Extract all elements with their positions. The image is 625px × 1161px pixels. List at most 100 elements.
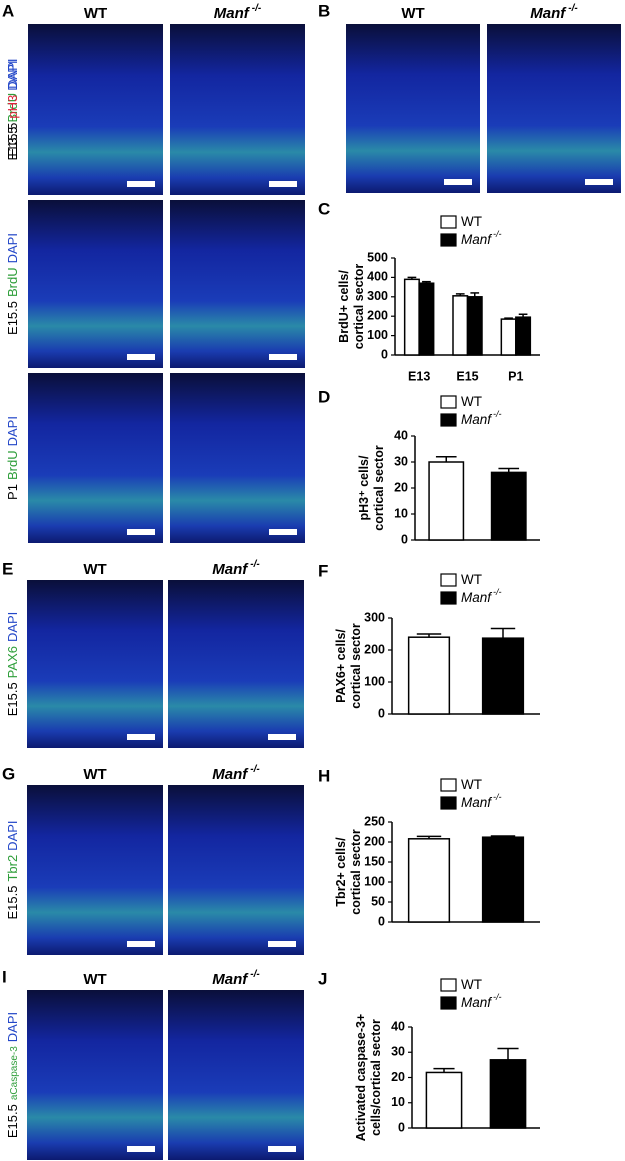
panel-letter: C <box>318 199 330 218</box>
scale-bar <box>268 734 296 740</box>
row-label: E15.5 Tbr2 DAPI <box>5 820 20 919</box>
y-tick-label: 200 <box>364 834 385 848</box>
y-axis-label: PAX6+ cells/cortical sector <box>334 623 363 709</box>
micrograph <box>168 990 304 1160</box>
bar <box>425 1071 463 1129</box>
legend-superscript: -/- <box>493 587 502 597</box>
bar <box>481 836 525 923</box>
bar <box>466 296 483 356</box>
y-axis-label-line: cells/cortical sector <box>369 1019 383 1136</box>
stage: E15.5 <box>5 682 20 716</box>
legend-swatch <box>440 573 457 587</box>
legend-superscript: -/- <box>493 992 502 1002</box>
panel-letter: I <box>2 967 7 986</box>
y-axis-label: Tbr2+ cells/cortical sector <box>334 829 363 915</box>
genotype: WT <box>83 766 106 783</box>
stain: DAPI <box>5 60 20 90</box>
legend-swatch <box>440 996 457 1010</box>
stain: DAPI <box>5 820 20 850</box>
genotype-superscript: -/- <box>250 764 260 775</box>
genotype-superscript: -/- <box>252 3 262 14</box>
marker: aCaspase-3 <box>9 1046 20 1100</box>
stage: E15.5 <box>5 301 20 335</box>
genotype-superscript: -/- <box>250 969 260 980</box>
micrograph <box>346 24 480 193</box>
bar <box>407 838 451 923</box>
y-axis-label: BrdU+ cells/cortical sector <box>337 264 366 350</box>
row-label: P1 BrdU DAPI <box>5 416 20 500</box>
legend-label: WT <box>461 572 482 587</box>
y-tick-label: 0 <box>381 347 388 361</box>
column-header: WT <box>83 561 106 578</box>
x-tick-label: E15 <box>456 369 478 383</box>
panel-letter: J <box>318 969 327 988</box>
panel-letter: G <box>2 764 15 783</box>
y-tick-label: 200 <box>364 642 385 656</box>
y-axis-label-line: BrdU+ cells/ <box>337 270 351 343</box>
y-tick-label: 0 <box>401 532 408 546</box>
scale-bar <box>268 1146 296 1152</box>
micrograph <box>170 24 305 195</box>
bar <box>403 278 420 356</box>
genotype: Manf <box>212 971 249 988</box>
y-axis-label-line: PAX6+ cells/ <box>334 629 348 703</box>
stage: E13.5 <box>5 126 20 160</box>
genotype: Manf <box>530 5 567 22</box>
column-header: WT <box>83 766 106 783</box>
y-axis-label-line: cortical sector <box>352 264 366 350</box>
genotype: WT <box>401 5 424 22</box>
bar <box>452 295 469 356</box>
column-header: Manf -/- <box>530 3 578 22</box>
legend-swatch <box>440 591 457 605</box>
scale-bar <box>268 941 296 947</box>
scale-bar <box>127 354 155 360</box>
bar <box>490 471 527 541</box>
panel-letter: D <box>318 387 330 406</box>
y-tick-label: 20 <box>391 1070 405 1084</box>
stage: E15.5 <box>5 886 20 920</box>
micrograph <box>28 24 163 195</box>
legend-swatch <box>440 978 457 992</box>
scale-bar <box>127 181 155 187</box>
legend-label: Manf -/- <box>461 792 502 809</box>
stain: DAPI <box>5 1012 20 1042</box>
scale-bar <box>127 734 155 740</box>
y-tick-label: 150 <box>364 854 385 868</box>
y-axis-label-line: cortical sector <box>349 829 363 915</box>
legend-swatch <box>440 778 457 792</box>
scale-bar <box>269 181 297 187</box>
bar <box>489 1059 527 1129</box>
legend-label: Manf -/- <box>461 992 502 1009</box>
y-tick-label: 300 <box>364 610 385 624</box>
legend-swatch <box>440 796 457 810</box>
legend-label: WT <box>461 214 482 229</box>
legend-superscript: -/- <box>493 792 502 802</box>
legend-swatch <box>440 413 457 427</box>
micrograph <box>168 580 304 748</box>
y-tick-label: 10 <box>391 1095 405 1109</box>
stain: DAPI <box>5 59 20 89</box>
y-axis-label: pH3⁺ cells/cortical sector <box>357 445 386 531</box>
legend-swatch <box>440 215 457 229</box>
row-label: E15.5 BrdU DAPI <box>5 233 20 335</box>
marker: PAX6 <box>5 646 20 678</box>
stage: E15.5 <box>5 123 20 157</box>
stain: DAPI <box>5 416 20 446</box>
legend-name: WT <box>461 394 482 409</box>
y-tick-label: 30 <box>391 1045 405 1059</box>
bar <box>418 282 435 356</box>
scale-bar <box>127 941 155 947</box>
scale-bar <box>585 179 613 185</box>
y-tick-label: 0 <box>378 914 385 928</box>
y-tick-label: 0 <box>398 1120 405 1134</box>
bar <box>407 636 451 715</box>
stage: P1 <box>5 484 20 500</box>
legend-label: Manf -/- <box>461 229 502 246</box>
legend-label: Manf -/- <box>461 409 502 426</box>
y-tick-label: 30 <box>394 454 408 468</box>
column-header: WT <box>84 5 107 22</box>
legend-name: Manf <box>461 232 492 247</box>
micrograph <box>487 24 621 193</box>
marker: BrdU <box>5 450 20 480</box>
